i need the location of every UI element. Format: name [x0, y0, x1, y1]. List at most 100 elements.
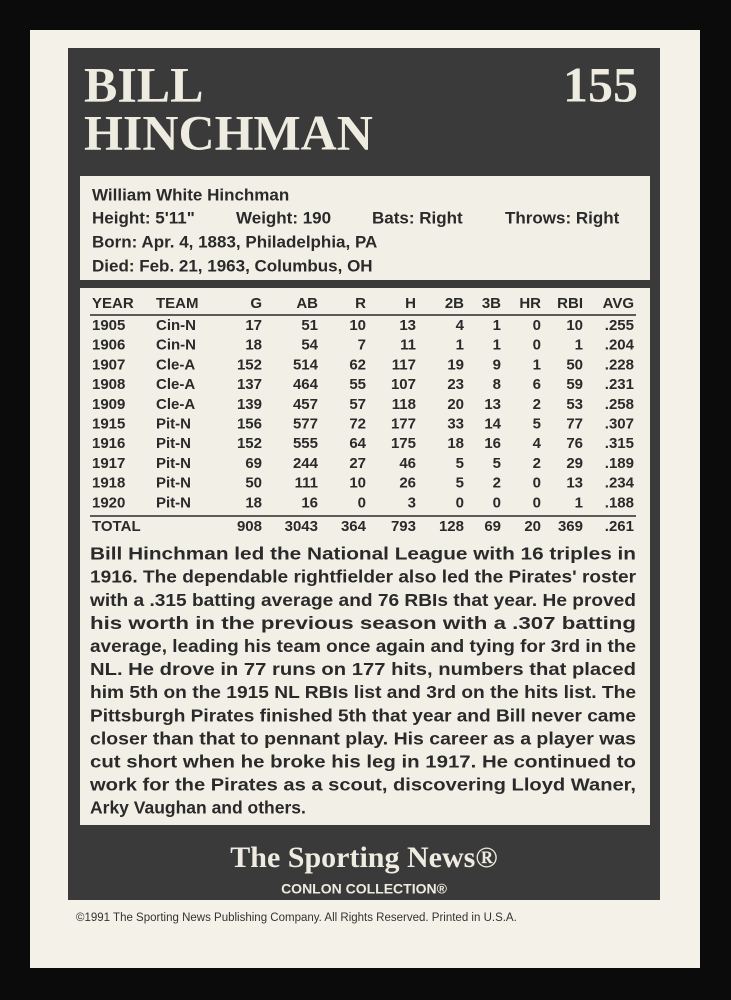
table-cell: Pit-N — [156, 415, 191, 432]
table-cell: 76 — [566, 435, 583, 452]
table-cell: 13 — [566, 475, 583, 492]
bats: Bats: Right — [372, 208, 463, 227]
bio-text-line: his worth in the previous season with a … — [90, 613, 636, 633]
table-cell: .188 — [605, 494, 634, 511]
table-cell: 1905 — [92, 317, 125, 334]
column-header: H — [405, 295, 416, 312]
table-cell: 1917 — [92, 455, 125, 472]
table-cell: 7 — [358, 337, 366, 354]
table-cell: Cin-N — [156, 317, 196, 334]
table-cell: 4 — [456, 317, 465, 334]
column-header: YEAR — [92, 295, 134, 312]
bio-text-line: closer than that to pennant play. His ca… — [90, 728, 636, 748]
table-cell: 1920 — [92, 494, 125, 511]
table-cell: .189 — [605, 455, 634, 472]
column-header: TEAM — [156, 295, 199, 312]
table-cell: 14 — [484, 415, 501, 432]
table-cell: .315 — [605, 435, 634, 452]
table-cell: 152 — [237, 356, 262, 373]
total-cell: 128 — [439, 518, 464, 535]
table-cell: 0 — [493, 494, 501, 511]
table-cell: 72 — [349, 415, 366, 432]
bio-text-line: with a .315 batting average and 76 RBIs … — [89, 590, 636, 610]
table-cell: .234 — [605, 475, 635, 492]
table-cell: Pit-N — [156, 455, 191, 472]
total-label: TOTAL — [92, 518, 141, 535]
table-cell: .255 — [605, 317, 634, 334]
bio-text-line: work for the Pirates as a scout, discove… — [89, 775, 636, 795]
table-cell: 1906 — [92, 337, 125, 354]
table-cell: 111 — [295, 475, 318, 492]
table-cell: 16 — [301, 494, 318, 511]
column-header: R — [355, 295, 366, 312]
table-cell: 1 — [493, 317, 501, 334]
table-cell: 59 — [566, 376, 583, 393]
table-cell: 55 — [349, 376, 366, 393]
table-cell: 26 — [399, 475, 416, 492]
table-cell: Pit-N — [156, 475, 191, 492]
table-cell: 1 — [456, 337, 464, 354]
total-cell: 20 — [524, 518, 541, 535]
table-cell: 1907 — [92, 356, 125, 373]
table-cell: 33 — [447, 415, 464, 432]
table-cell: Pit-N — [156, 494, 191, 511]
table-cell: 1918 — [92, 475, 125, 492]
bio-text-line: average, leading his team once again and… — [90, 636, 636, 656]
table-cell: 0 — [533, 494, 541, 511]
bio-box — [80, 176, 650, 280]
throws: Throws: Right — [505, 208, 620, 227]
table-cell: 57 — [349, 396, 366, 413]
column-header: RBI — [557, 295, 583, 312]
column-header: 3B — [482, 295, 501, 312]
table-cell: 18 — [245, 337, 262, 354]
table-cell: 555 — [293, 435, 318, 452]
table-cell: 19 — [447, 356, 464, 373]
full-name: William White Hinchman — [92, 185, 289, 204]
table-cell: 13 — [399, 317, 416, 334]
table-cell: 62 — [349, 356, 366, 373]
table-cell: 17 — [245, 317, 262, 334]
table-cell: 177 — [391, 415, 416, 432]
table-cell: 10 — [566, 317, 583, 334]
stats-box — [80, 288, 650, 825]
table-cell: 117 — [392, 356, 416, 373]
table-cell: 1 — [493, 337, 501, 354]
table-cell: 1908 — [92, 376, 125, 393]
column-header: AB — [296, 295, 318, 312]
table-cell: Pit-N — [156, 435, 191, 452]
table-cell: 13 — [484, 396, 501, 413]
died: Died: Feb. 21, 1963, Columbus, OH — [92, 256, 373, 275]
table-cell: 2 — [533, 396, 541, 413]
table-cell: 16 — [484, 435, 501, 452]
table-cell: 5 — [493, 455, 501, 472]
table-cell: 0 — [358, 494, 366, 511]
table-cell: .204 — [605, 337, 635, 354]
table-cell: 244 — [293, 455, 319, 472]
table-cell: 1 — [575, 494, 583, 511]
table-cell: 10 — [349, 475, 366, 492]
bio-text-line: him 5th on the 1915 NL RBIs list and 3rd… — [90, 682, 636, 702]
table-cell: 50 — [566, 356, 583, 373]
table-cell: .228 — [605, 356, 634, 373]
table-cell: 6 — [533, 376, 541, 393]
bio-text-line: NL. He drove in 77 runs on 177 hits, num… — [90, 659, 636, 679]
table-cell: 23 — [447, 376, 464, 393]
collection: CONLON COLLECTION® — [281, 881, 448, 897]
player-name: HINCHMAN — [84, 104, 373, 160]
bio-text-line: Pittsburgh Pirates finished 5th that yea… — [90, 705, 636, 725]
table-cell: 64 — [349, 435, 366, 452]
table-cell: 2 — [493, 475, 501, 492]
table-cell: 1 — [533, 356, 541, 373]
table-cell: 464 — [293, 376, 319, 393]
table-cell: .307 — [605, 415, 634, 432]
table-cell: 0 — [533, 317, 541, 334]
table-cell: 156 — [237, 415, 262, 432]
table-cell: 18 — [447, 435, 464, 452]
table-cell: 9 — [493, 356, 501, 373]
card-number: 155 — [563, 56, 638, 112]
table-cell: 139 — [237, 396, 262, 413]
table-cell: 29 — [566, 455, 583, 472]
table-cell: 457 — [293, 396, 318, 413]
weight: Weight: 190 — [236, 208, 331, 227]
table-cell: 18 — [245, 494, 262, 511]
